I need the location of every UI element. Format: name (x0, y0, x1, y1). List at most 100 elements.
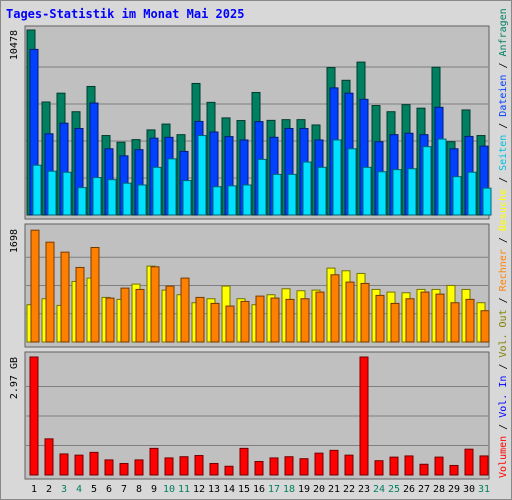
bar-rechner-day-14 (225, 305, 235, 343)
x-tick-label-day-17: 17 (268, 484, 280, 495)
x-tick-label-day-11: 11 (178, 484, 190, 495)
bar-volumen-day-27 (419, 463, 429, 476)
bar-rechner-day-15 (240, 300, 250, 343)
legend-entry-0: Volumen (498, 436, 509, 478)
bar-rechner-day-26 (405, 298, 415, 343)
bar-volumen-day-26 (404, 455, 414, 476)
bar-rechner-day-17 (270, 297, 280, 343)
bar-rechner-day-7 (120, 287, 130, 343)
x-tick-label-day-21: 21 (328, 484, 340, 495)
bar-seiten-day-29 (452, 176, 462, 216)
bar-rechner-day-18 (285, 298, 295, 343)
bar-volumen-day-15 (239, 447, 249, 476)
bar-volumen-day-6 (104, 459, 114, 476)
x-tick-label-day-27: 27 (418, 484, 430, 495)
x-tick-label-day-10: 10 (163, 484, 175, 495)
bar-volumen-day-31 (479, 455, 489, 476)
bar-volumen-day-25 (389, 456, 399, 476)
x-tick-label-day-1: 1 (31, 484, 37, 495)
bar-volumen-day-20 (314, 452, 324, 476)
bar-seiten-day-18 (287, 173, 297, 216)
bar-volumen-day-29 (449, 464, 459, 476)
bar-rechner-day-8 (135, 288, 145, 343)
legend-entry-9: / (498, 171, 509, 189)
bar-volumen-day-23 (359, 356, 369, 476)
bar-rechner-day-12 (195, 296, 205, 343)
bar-rechner-day-31 (480, 310, 490, 343)
x-tick-label-day-29: 29 (448, 484, 460, 495)
x-tick-label-day-6: 6 (106, 484, 112, 495)
bar-volumen-day-2 (44, 438, 54, 476)
bar-rechner-day-2 (45, 241, 55, 343)
bar-seiten-day-6 (107, 179, 117, 216)
bar-seiten-day-2 (47, 170, 57, 216)
bar-rechner-day-28 (435, 293, 445, 343)
bar-rechner-day-20 (315, 291, 325, 343)
ymax-label-middle: 1698 (9, 229, 20, 253)
bar-rechner-day-24 (375, 294, 385, 343)
bar-seiten-day-9 (152, 166, 162, 216)
bar-seiten-day-17 (272, 173, 282, 216)
x-tick-label-day-8: 8 (136, 484, 142, 495)
bar-seiten-day-13 (212, 186, 222, 216)
bar-volumen-day-18 (284, 456, 294, 476)
x-tick-label-day-4: 4 (76, 484, 82, 495)
bar-seiten-day-31 (482, 187, 492, 216)
bar-volumen-day-21 (329, 449, 339, 476)
legend-entry-4: Vol. Out (498, 309, 509, 357)
bar-seiten-day-14 (227, 185, 237, 216)
bar-seiten-day-16 (257, 158, 267, 216)
bar-volumen-day-3 (59, 453, 69, 476)
bar-volumen-day-8 (134, 459, 144, 476)
x-tick-label-day-7: 7 (121, 484, 127, 495)
bar-rechner-day-1 (30, 229, 40, 343)
bar-seiten-day-10 (167, 158, 177, 216)
legend-entry-1: / (498, 418, 509, 436)
x-tick-label-day-24: 24 (373, 484, 385, 495)
bar-rechner-day-11 (180, 277, 190, 343)
bar-volumen-day-19 (299, 458, 309, 476)
legend-entry-3: / (498, 358, 509, 376)
x-tick-label-day-22: 22 (343, 484, 355, 495)
x-tick-label-day-3: 3 (61, 484, 67, 495)
bar-rechner-day-3 (60, 251, 70, 343)
x-tick-label-day-14: 14 (223, 484, 235, 495)
x-tick-label-day-9: 9 (151, 484, 157, 495)
x-tick-label-day-18: 18 (283, 484, 295, 495)
x-tick-label-day-30: 30 (463, 484, 475, 495)
legend-entry-13: / (498, 56, 509, 74)
bar-seiten-day-21 (332, 139, 342, 216)
bar-rechner-day-19 (300, 298, 310, 343)
legend-entry-10: Seiten (498, 135, 509, 171)
bar-seiten-day-8 (137, 184, 147, 216)
right-legend: Volumen / Vol. In / Vol. Out / Rechner /… (498, 8, 509, 478)
bar-seiten-day-3 (62, 171, 72, 216)
bar-seiten-day-5 (92, 177, 102, 216)
bar-seiten-day-23 (362, 166, 372, 216)
bar-volumen-day-28 (434, 456, 444, 476)
bar-rechner-day-4 (75, 266, 85, 343)
legend-entry-5: / (498, 291, 509, 309)
x-tick-label-day-31: 31 (478, 484, 490, 495)
bar-volumen-day-4 (74, 454, 84, 476)
bar-rechner-day-25 (390, 302, 400, 343)
bar-rechner-day-23 (360, 282, 370, 343)
bar-volumen-day-13 (209, 462, 219, 476)
legend-entry-7: / (498, 231, 509, 249)
bar-rechner-day-22 (345, 281, 355, 343)
bar-seiten-day-1 (32, 164, 42, 216)
bar-seiten-day-30 (467, 171, 477, 216)
x-tick-label-day-16: 16 (253, 484, 265, 495)
bar-volumen-day-17 (269, 457, 279, 476)
bar-volumen-day-24 (374, 460, 384, 476)
bar-volumen-day-22 (344, 454, 354, 476)
chart-title: Tages-Statistik im Monat Mai 2025 (6, 7, 245, 21)
bar-rechner-day-5 (90, 247, 100, 343)
ymax-label-bottom: 2.97 GB (9, 357, 20, 399)
bar-seiten-day-25 (392, 169, 402, 216)
bar-rechner-day-9 (150, 266, 160, 343)
bar-rechner-day-27 (420, 291, 430, 343)
x-tick-label-day-25: 25 (388, 484, 400, 495)
bar-seiten-day-26 (407, 168, 417, 216)
